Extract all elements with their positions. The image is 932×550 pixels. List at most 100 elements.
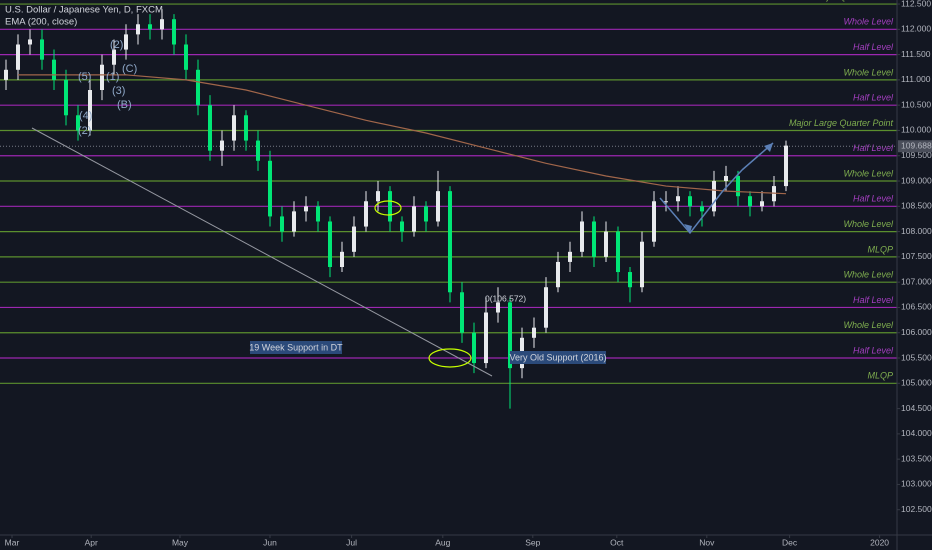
candle-body — [136, 24, 140, 35]
x-tick-label: Aug — [435, 537, 450, 547]
candle-body — [700, 206, 704, 212]
candle-body — [376, 191, 380, 202]
candle-body — [508, 302, 512, 369]
candle-body — [76, 115, 80, 131]
y-tick-label: 104.000 — [901, 428, 932, 438]
candle-body — [748, 196, 752, 207]
candle-body — [676, 196, 680, 202]
last-price-label: 109.688 — [901, 140, 932, 150]
level-label: Half Level — [853, 295, 894, 305]
candle-body — [208, 105, 212, 151]
candle-body — [100, 64, 104, 91]
candle-body — [328, 221, 332, 267]
candle-body — [292, 211, 296, 232]
level-label: Major Large Quarter Point — [789, 118, 894, 128]
y-tick-label: 112.500 — [901, 0, 931, 8]
indicator-label: EMA (200, close) — [5, 17, 77, 28]
label-box — [250, 341, 342, 354]
wave-label: (1) — [106, 71, 119, 83]
candle-body — [412, 206, 416, 232]
y-tick-label: 102.500 — [901, 504, 932, 514]
candle-body — [736, 175, 740, 197]
y-tick-label: 111.000 — [901, 74, 931, 84]
y-tick-label: 105.500 — [901, 352, 932, 362]
candle-body — [172, 19, 176, 45]
wave-label: (4) — [79, 110, 92, 122]
candle-body — [280, 216, 284, 232]
x-tick-label: Jul — [346, 537, 357, 547]
level-label: Whole Level — [843, 219, 894, 229]
x-tick-label: Oct — [610, 537, 624, 547]
level-label: Whole Level — [843, 17, 894, 27]
level-label: Half Level — [853, 143, 894, 153]
trend-line — [31, 127, 493, 377]
candle-body — [232, 115, 236, 141]
candle-body — [400, 221, 404, 232]
y-tick-label: 110.500 — [901, 99, 931, 109]
price-axis — [897, 0, 932, 550]
x-tick-label: Sep — [525, 537, 540, 547]
annotation: 19 Week Support in DT — [249, 342, 343, 352]
marks — [4, 9, 788, 409]
candle-body — [28, 39, 32, 45]
candle-body — [88, 90, 92, 131]
level-label: Whole Level — [843, 320, 894, 330]
wave-label: (B) — [117, 99, 132, 111]
chart-title: U.S. Dollar / Japanese Yen, D, FXCM — [5, 5, 163, 16]
candle-body — [616, 231, 620, 273]
candle-body — [352, 226, 356, 252]
candle-body — [712, 181, 716, 212]
level-label: Half Level — [853, 345, 894, 355]
arrow-head — [684, 224, 692, 233]
candle-body — [148, 24, 152, 30]
y-tick-label: 104.500 — [901, 403, 932, 413]
level-label: MLQP — [867, 244, 893, 254]
wave-label: (2) — [78, 125, 91, 137]
y-tick-label: 103.000 — [901, 479, 932, 489]
y-tick-label: 110.000 — [901, 125, 931, 135]
y-tick-label: 108.000 — [901, 226, 932, 236]
candle-body — [580, 221, 584, 252]
x-tick-label: Apr — [85, 537, 98, 547]
y-tick-label: 103.500 — [901, 453, 932, 463]
level-label: Half Level — [853, 194, 894, 204]
candle-body — [220, 140, 224, 151]
x-tick-label: Mar — [5, 537, 20, 547]
candle-body — [556, 261, 560, 288]
candle-body — [256, 140, 260, 161]
last-price-tag — [898, 140, 932, 153]
candle-body — [4, 69, 8, 80]
candle-body — [760, 201, 764, 207]
candle-body — [628, 272, 632, 288]
y-tick-label: 106.500 — [901, 302, 932, 312]
y-tick-label: 109.500 — [901, 150, 932, 160]
y-tick-label: 108.500 — [901, 201, 932, 211]
candle-body — [472, 332, 476, 364]
wave-label: (5) — [78, 71, 91, 83]
axis-labels: 102.500 103.000 103.500 104.000 104.500 105.0… — [5, 0, 932, 547]
level-label: Half Level — [853, 93, 894, 103]
candle-body — [388, 191, 392, 222]
y-tick-label: 107.500 — [901, 251, 932, 261]
candle-body — [496, 302, 500, 313]
candle-body — [664, 201, 668, 203]
level-label: Half Level — [853, 42, 894, 52]
candle-body — [640, 241, 644, 288]
time-axis — [0, 535, 932, 550]
candle-body — [52, 59, 56, 80]
candle-body — [544, 287, 548, 328]
candle-body — [112, 49, 116, 65]
label-box — [510, 351, 606, 364]
candle-body — [424, 206, 428, 222]
candle-body — [724, 175, 728, 182]
x-tick-label: Nov — [699, 537, 715, 547]
candle-body — [316, 206, 320, 222]
highlight-ellipse — [428, 348, 472, 368]
wave-arrow — [659, 169, 743, 235]
candle-body — [532, 327, 536, 338]
x-tick-label: May — [172, 537, 189, 547]
candle-body — [784, 145, 788, 187]
